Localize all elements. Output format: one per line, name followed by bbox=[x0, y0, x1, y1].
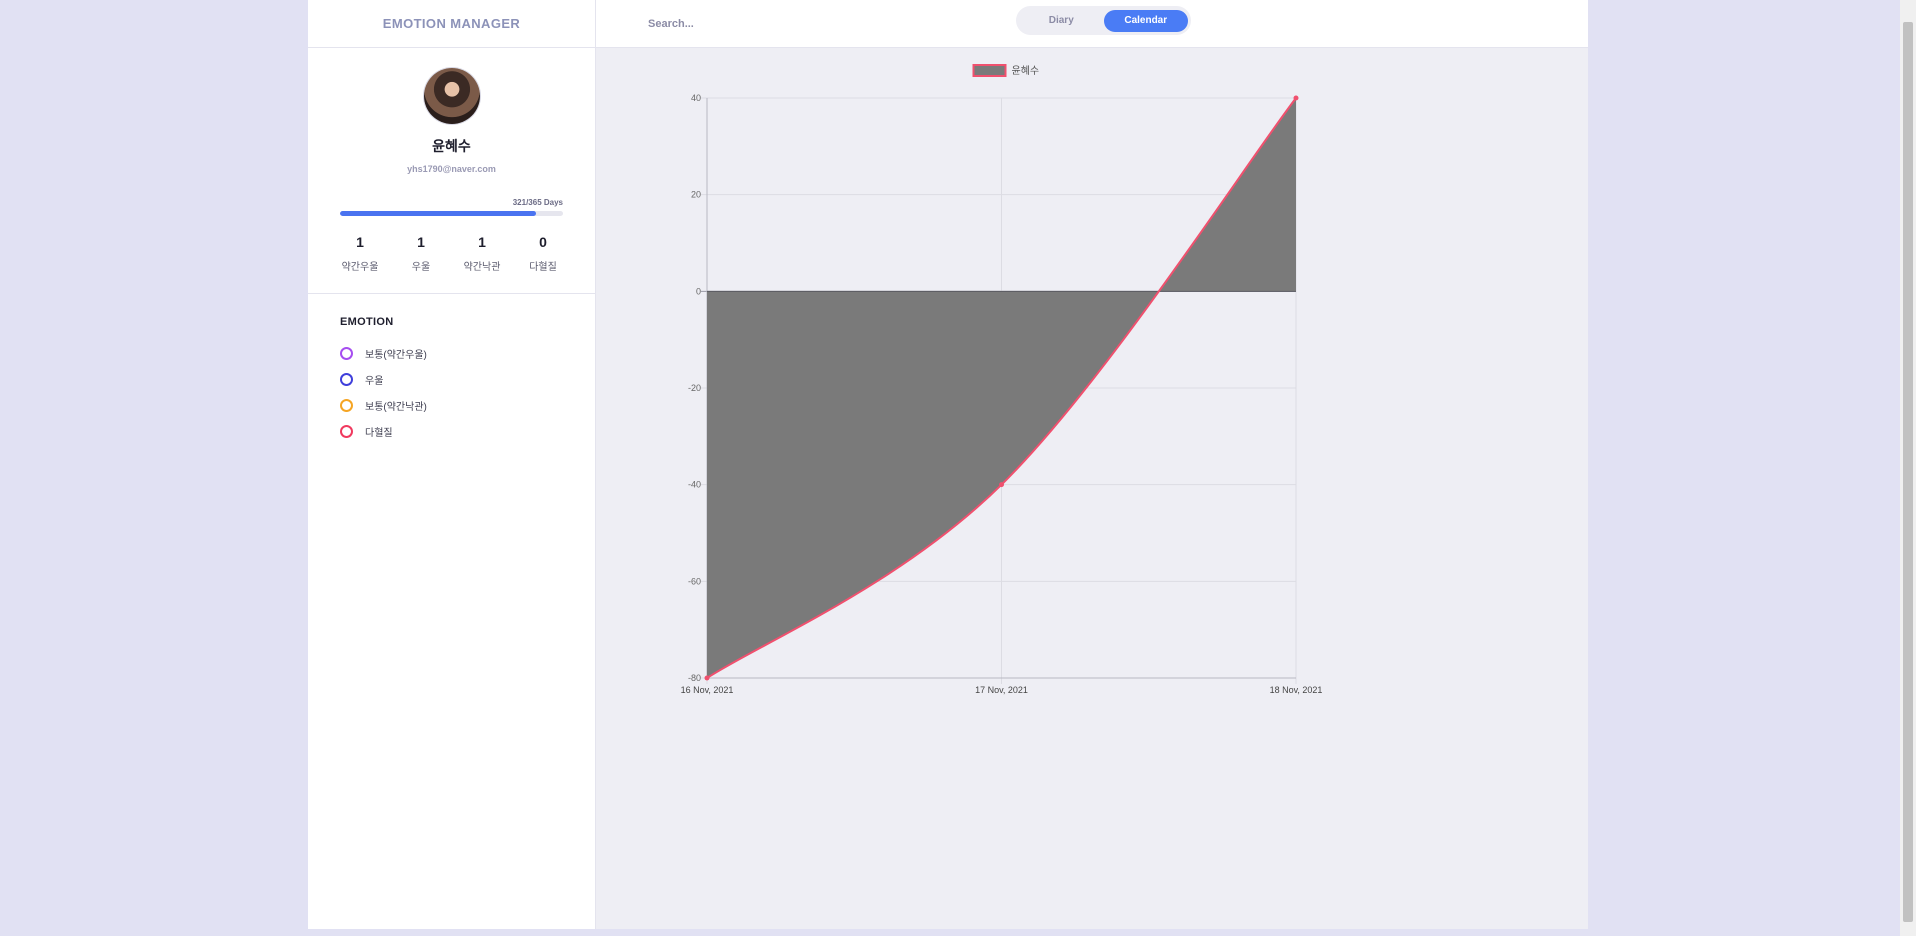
emotion-stats: 1 약간우울 1 우울 1 약간낙관 0 다혈질 bbox=[340, 234, 563, 273]
stat-label: 약간우울 bbox=[341, 262, 379, 273]
sidebar: EMOTION MANAGER 윤혜수 yhs1790@naver.com 32… bbox=[308, 0, 596, 929]
emotion-label: 우울 bbox=[365, 375, 384, 387]
divider bbox=[308, 293, 595, 294]
y-tick-label: 0 bbox=[696, 286, 701, 296]
emotion-item-slightly-depressed[interactable]: 보통(약간우울) bbox=[340, 340, 563, 366]
stat-value: 1 bbox=[356, 234, 364, 250]
x-tick-label: 17 Nov, 2021 bbox=[975, 685, 1028, 695]
stat-label: 우울 bbox=[411, 262, 431, 273]
tab-calendar[interactable]: Calendar bbox=[1103, 9, 1188, 32]
user-name: 윤혜수 bbox=[432, 138, 471, 154]
series-line bbox=[706, 97, 1297, 679]
emotion-item-slightly-optimistic[interactable]: 보통(약간낙관) bbox=[340, 392, 563, 418]
emotion-item-hot-tempered[interactable]: 다혈질 bbox=[340, 418, 563, 444]
topbar: Diary Calendar bbox=[596, 0, 1588, 48]
emotion-label: 다혈질 bbox=[365, 427, 393, 439]
y-tick-label: 20 bbox=[691, 190, 701, 200]
y-tick-label: 40 bbox=[691, 93, 701, 103]
data-point bbox=[999, 482, 1004, 488]
circle-icon bbox=[340, 346, 353, 360]
stat-value: 0 bbox=[539, 234, 547, 250]
area-fill bbox=[707, 98, 1296, 678]
scrollbar-thumb[interactable] bbox=[1903, 22, 1913, 922]
profile-card: 윤혜수 yhs1790@naver.com bbox=[308, 48, 595, 174]
chart-area: 40 20 0 -20 -40 -60 -80 16 Nov, 2021 17 Nov, 202… bbox=[596, 48, 1588, 929]
emotion-item-depressed[interactable]: 우울 bbox=[340, 366, 563, 392]
legend-swatch bbox=[972, 64, 1007, 77]
emotion-title: EMOTION bbox=[340, 316, 394, 328]
data-point bbox=[1293, 95, 1299, 101]
circle-icon bbox=[340, 424, 353, 438]
y-tick-label: -40 bbox=[688, 480, 701, 490]
stat-depressed: 1 우울 bbox=[401, 234, 441, 273]
x-tick-label: 18 Nov, 2021 bbox=[1270, 685, 1323, 695]
circle-icon bbox=[340, 372, 353, 386]
scrollbar[interactable] bbox=[1900, 0, 1916, 936]
emotion-list: 보통(약간우울) 우울 보통(약간낙관) 다혈질 bbox=[340, 340, 563, 444]
stat-slightly-depressed: 1 약간우울 bbox=[340, 234, 380, 273]
stat-label: 약간낙관 bbox=[463, 262, 501, 273]
y-tick-label: -80 bbox=[688, 673, 701, 683]
app-window: EMOTION MANAGER 윤혜수 yhs1790@naver.com 32… bbox=[308, 0, 1588, 929]
tab-diary[interactable]: Diary bbox=[1048, 15, 1074, 26]
view-toggle: Diary Calendar bbox=[1016, 6, 1191, 35]
user-email: yhs1790@naver.com bbox=[407, 164, 496, 174]
emotion-label: 보통(약간낙관) bbox=[365, 401, 427, 413]
stat-value: 1 bbox=[417, 234, 425, 250]
search-input[interactable] bbox=[646, 13, 890, 35]
legend-label: 윤혜수 bbox=[1012, 65, 1040, 77]
main-panel: Diary Calendar 40 20 0 -20 -40 -60 -80 16 Nov, … bbox=[596, 0, 1588, 929]
x-tick-label: 16 Nov, 2021 bbox=[681, 685, 734, 695]
emotion-label: 보통(약간우울) bbox=[365, 349, 427, 361]
circle-icon bbox=[340, 398, 353, 412]
stat-slightly-optimistic: 1 약간낙관 bbox=[462, 234, 502, 273]
stat-value: 1 bbox=[478, 234, 486, 250]
y-tick-label: -60 bbox=[688, 576, 701, 586]
y-tick-label: -20 bbox=[688, 383, 701, 393]
progress-label: 321/365 Days bbox=[512, 198, 563, 207]
progress-track bbox=[340, 211, 563, 216]
progress-fill bbox=[340, 211, 537, 216]
stat-label: 다혈질 bbox=[529, 262, 557, 273]
app-brand[interactable]: EMOTION MANAGER bbox=[308, 0, 595, 48]
avatar[interactable] bbox=[423, 68, 480, 124]
data-point bbox=[704, 675, 710, 681]
emotion-legend: EMOTION 보통(약간우울) 우울 보통(약간낙관) 다혈질 bbox=[308, 294, 595, 444]
emotion-area-chart: 40 20 0 -20 -40 -60 -80 16 Nov, 2021 17 Nov, 202… bbox=[681, 64, 1323, 695]
stat-hot-tempered: 0 다혈질 bbox=[523, 234, 563, 273]
progress: 321/365 Days bbox=[340, 198, 563, 216]
